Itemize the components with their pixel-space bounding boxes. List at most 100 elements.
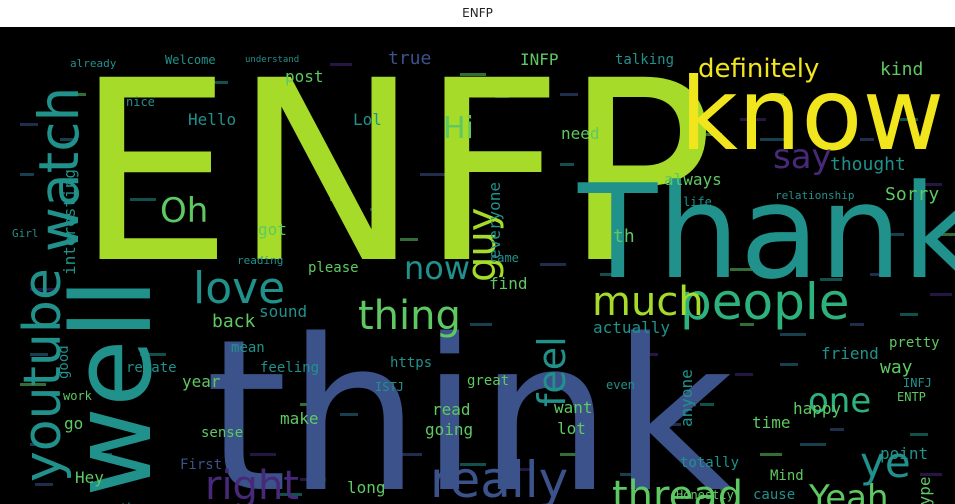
- cloud-word: Welcome: [165, 53, 216, 67]
- cloud-word: Oh: [160, 191, 208, 231]
- filler-word-mark: [110, 323, 132, 326]
- cloud-word: mean: [231, 340, 265, 356]
- cloud-word: ENFP: [75, 27, 715, 318]
- filler-word-mark: [655, 423, 681, 426]
- cloud-word: th: [613, 226, 635, 247]
- word-cloud: ENFP think Thank know well watch youtube people…: [0, 27, 955, 504]
- cloud-word: type: [915, 476, 934, 504]
- cloud-word: go: [64, 414, 83, 433]
- cloud-word: came: [490, 251, 519, 265]
- cloud-word: back: [212, 311, 256, 332]
- cloud-word: way: [880, 357, 913, 378]
- cloud-word: good: [56, 345, 72, 379]
- filler-word-mark: [20, 383, 46, 386]
- cloud-word: relate: [126, 360, 177, 376]
- filler-word-mark: [780, 363, 798, 366]
- cloud-word: ye: [860, 438, 911, 487]
- cloud-word: totally: [680, 455, 739, 471]
- cloud-word: know: [680, 56, 944, 173]
- cloud-word: youtube: [13, 268, 73, 482]
- filler-word-mark: [780, 333, 806, 336]
- filler-word-mark: [830, 428, 844, 431]
- filler-word-mark: [800, 443, 826, 446]
- cloud-word: think: [205, 294, 734, 504]
- filler-word-mark: [460, 73, 486, 76]
- cloud-word: always: [664, 170, 722, 189]
- filler-word-mark: [600, 183, 618, 186]
- cloud-word: sound: [259, 302, 307, 321]
- cloud-word: Hi: [443, 111, 474, 146]
- filler-word-mark: [930, 233, 955, 236]
- cloud-word: kind: [880, 59, 923, 80]
- cloud-word: please: [308, 260, 359, 276]
- cloud-word: right: [205, 463, 299, 504]
- cloud-word: really: [430, 451, 568, 504]
- filler-word-mark: [700, 133, 722, 136]
- cloud-word: time: [752, 413, 791, 432]
- cloud-word: Yeah: [808, 478, 889, 504]
- filler-word-mark: [920, 473, 942, 476]
- filler-word-mark: [890, 233, 904, 236]
- chart-title: ENFP: [462, 6, 493, 20]
- filler-word-mark: [20, 123, 38, 126]
- filler-word-mark: [20, 173, 34, 176]
- cloud-word: nice: [126, 95, 155, 109]
- cloud-word: ENTP: [897, 390, 926, 404]
- cloud-word: thought: [830, 154, 906, 175]
- cloud-word: INFJ: [903, 376, 932, 390]
- filler-word-mark: [280, 493, 302, 496]
- filler-word-mark: [760, 138, 786, 141]
- cloud-word: well: [48, 278, 176, 497]
- filler-word-mark: [315, 153, 329, 156]
- cloud-word: feeling: [260, 360, 319, 376]
- cloud-word: watch: [27, 87, 91, 252]
- filler-word-mark: [910, 433, 928, 436]
- filler-word-mark: [540, 263, 566, 266]
- cloud-word: post: [285, 67, 324, 86]
- filler-word-mark: [60, 138, 78, 141]
- cloud-word: Thank: [577, 156, 955, 308]
- filler-word-mark: [90, 453, 112, 456]
- cloud-word: First: [180, 457, 222, 473]
- filler-word-mark: [300, 403, 314, 406]
- cloud-word: read: [432, 400, 471, 419]
- filler-word-mark: [250, 453, 276, 456]
- filler-word-mark: [370, 208, 392, 211]
- filler-word-mark: [730, 268, 752, 271]
- filler-word-mark: [130, 83, 144, 86]
- cloud-word: Honestly: [676, 488, 734, 502]
- cloud-word: year: [182, 372, 221, 391]
- cloud-word: even: [606, 378, 635, 392]
- cloud-word: Hello: [188, 110, 236, 129]
- filler-word-mark: [870, 273, 888, 276]
- cloud-word: feel: [530, 336, 574, 407]
- filler-word-mark: [520, 468, 534, 471]
- cloud-word: Hey: [75, 468, 104, 487]
- filler-word-mark: [860, 138, 874, 141]
- filler-word-mark: [930, 293, 952, 296]
- filler-word-mark: [330, 63, 352, 66]
- cloud-word: INFP: [520, 50, 559, 69]
- cloud-word: everyone: [485, 182, 504, 259]
- filler-word-mark: [40, 323, 54, 326]
- filler-word-mark: [740, 118, 766, 121]
- filler-word-mark: [560, 93, 578, 96]
- filler-word-mark: [30, 353, 48, 356]
- filler-word-mark: [770, 93, 784, 96]
- cloud-word: cause: [753, 487, 795, 503]
- cloud-word: need: [561, 124, 600, 143]
- cloud-word: now: [404, 249, 470, 287]
- cloud-word: three: [120, 501, 156, 504]
- filler-word-mark: [760, 453, 782, 456]
- cloud-word: Mind: [770, 468, 804, 484]
- cloud-word: work: [63, 389, 93, 403]
- cloud-word: guy: [459, 208, 505, 282]
- filler-word-mark: [560, 453, 578, 456]
- cloud-word: ISTJ: [375, 380, 404, 394]
- cloud-word: long: [347, 478, 386, 497]
- cloud-word: one: [808, 381, 871, 421]
- cloud-word: sense: [201, 425, 243, 441]
- cloud-word: life: [683, 195, 712, 209]
- filler-word-mark: [100, 163, 122, 166]
